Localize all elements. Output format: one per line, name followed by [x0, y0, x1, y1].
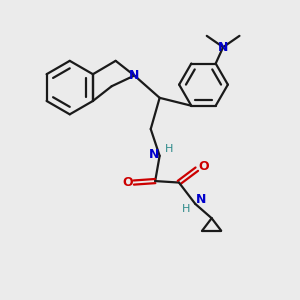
Text: N: N	[149, 148, 160, 161]
Text: N: N	[129, 69, 140, 82]
Text: N: N	[218, 41, 228, 54]
Text: H: H	[182, 204, 190, 214]
Text: H: H	[165, 144, 173, 154]
Text: O: O	[122, 176, 133, 189]
Text: O: O	[198, 160, 208, 173]
Text: N: N	[196, 193, 206, 206]
